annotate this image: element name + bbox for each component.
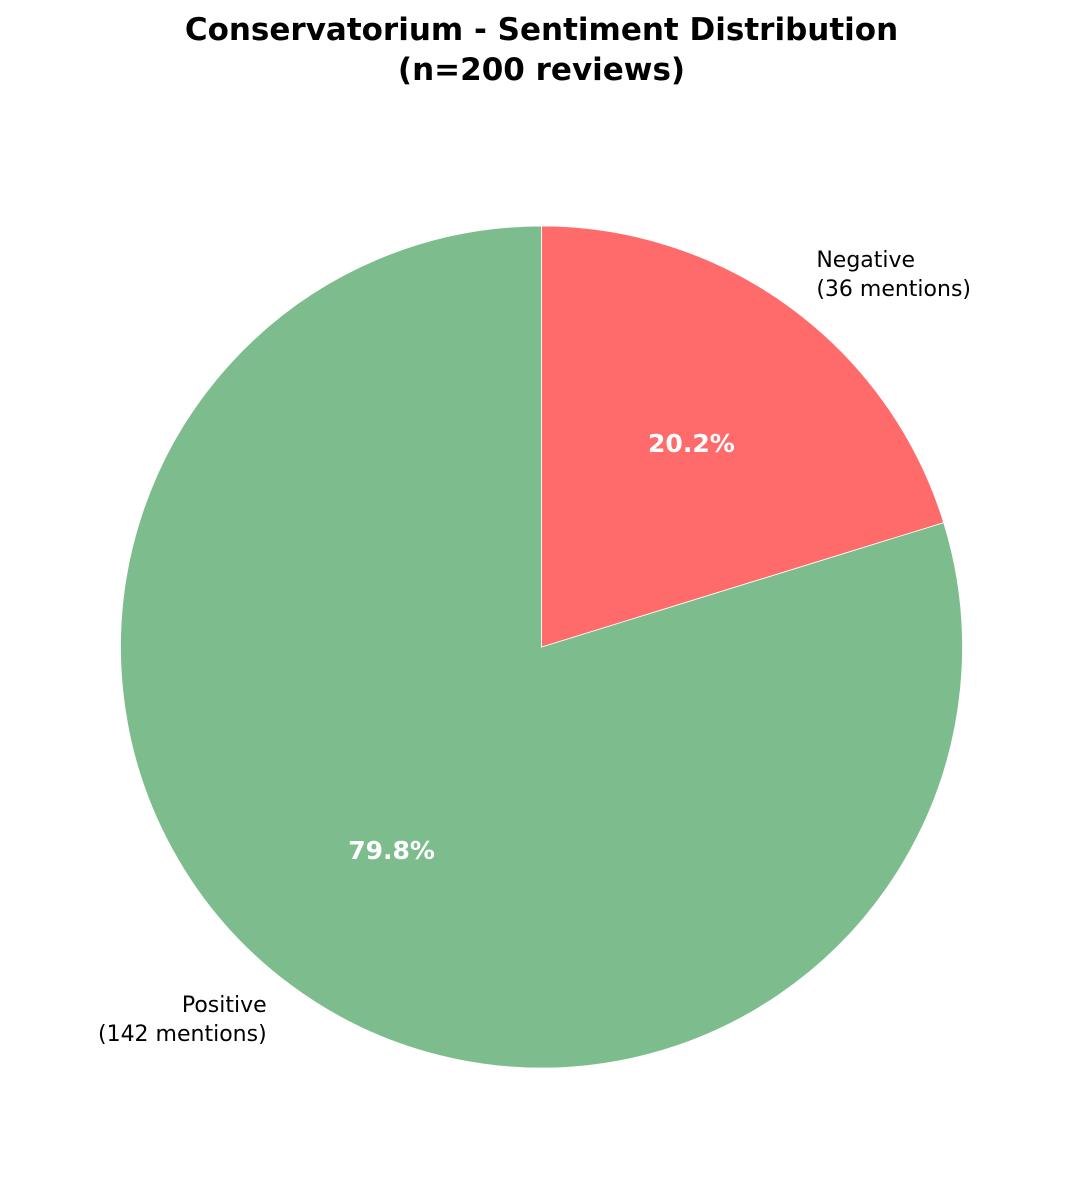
chart-title-line2: (n=200 reviews) [397,52,686,88]
pct-label-negative: 20.2% [648,429,735,458]
pie-slice-negative [541,225,945,648]
slice-label-positive: Positive (142 mentions) [98,993,267,1047]
chart-title: Conservatorium - Sentiment Distribution … [0,10,1083,90]
pct-label-positive: 79.8% [348,836,435,865]
slice-label-negative: Negative (36 mentions) [816,248,971,302]
chart-title-line1: Conservatorium - Sentiment Distribution [184,12,899,48]
